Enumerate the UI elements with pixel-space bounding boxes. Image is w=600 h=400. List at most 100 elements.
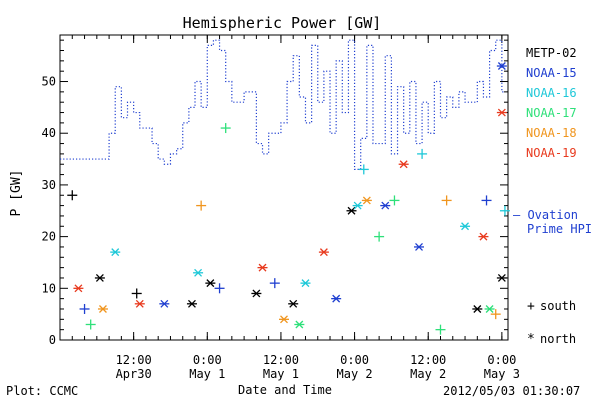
marker-stroke [399,160,408,169]
south-marker [214,283,225,294]
legend-north-marker: * [527,332,535,347]
y-axis: 0 10 20 30 40 50 [42,39,508,347]
north-marker [73,284,84,293]
north-marker [110,248,121,257]
marker-stroke [473,305,482,313]
north-marker [472,305,483,313]
south-marker [441,195,452,206]
marker-stroke [135,299,144,308]
marker-stroke [347,206,356,215]
south-marker [196,200,207,211]
north-marker [94,274,105,282]
y-tick-label: 0 [49,333,56,347]
south-marker [131,288,142,299]
marker-stroke [280,315,288,324]
north-marker [352,201,363,210]
marker-stroke [252,289,261,298]
x-tick-time-label: 0:00 [193,353,222,367]
north-marker [380,201,391,210]
south-marker [417,148,428,159]
north-marker [496,108,507,117]
south-marker [358,164,369,175]
north-marker [251,289,262,298]
north-marker [205,279,216,288]
legend-south-marker: + [527,299,535,314]
marker-stroke [95,274,104,282]
north-marker [318,248,329,257]
north-marker [134,299,145,308]
ovation-hpi-line [60,39,505,171]
south-marker [79,303,90,314]
legend-item-metp-02: METP-02 [526,46,577,60]
marker-stroke [497,274,506,282]
x-tick-date-label: May 2 [410,367,446,381]
north-marker [346,206,357,215]
x-tick-date-label: May 3 [484,367,520,381]
ovation-hpi-path [60,39,505,171]
legend-item-noaa-17: NOAA-17 [526,106,577,120]
marker-stroke [301,279,310,288]
south-marker [389,195,400,206]
north-marker [294,320,305,329]
marker-stroke [353,201,362,210]
marker-stroke [206,279,215,288]
legend-item-noaa-16: NOAA-16 [526,86,577,100]
plot-border [59,34,509,341]
y-tick-label: 50 [42,75,56,89]
north-marker [97,305,108,313]
marker-stroke [194,268,203,277]
north-marker [159,299,170,308]
marker-stroke [160,299,169,308]
north-marker [288,299,299,308]
legend-north-label: north [540,332,576,346]
marker-stroke [497,108,506,117]
north-marker [186,299,197,308]
south-marker [269,278,280,289]
legend-item-noaa-15: NOAA-15 [526,66,577,80]
south-marker [490,309,501,320]
x-tick-date-label: May 1 [189,367,225,381]
y-tick-label: 10 [42,281,56,295]
x-tick-date-label: May 1 [263,367,299,381]
north-marker [279,315,289,324]
marker-stroke [111,248,120,257]
x-tick-time-label: 12:00 [410,353,446,367]
north-marker [414,242,425,251]
north-marker [484,305,495,313]
marker-stroke [289,299,298,308]
marker-stroke [479,232,488,241]
y-tick-label: 40 [42,126,56,140]
x-tick-time-label: 12:00 [116,353,152,367]
x-tick-time-label: 0:00 [487,353,516,367]
x-axis-label: Date and Time [238,383,332,397]
y-tick-label: 30 [42,178,56,192]
legend-ovation-label-2: Prime HPI [527,222,592,236]
south-marker [67,190,78,201]
plot-source: Plot: CCMC [6,384,79,398]
x-tick-date-label: May 2 [337,367,373,381]
north-marker [496,274,507,282]
south-marker [435,324,446,335]
marker-stroke [187,299,196,308]
marker-stroke [98,305,107,313]
y-axis-label: P [GW] [9,170,24,217]
south-marker [481,195,492,206]
legend-item-noaa-19: NOAA-19 [526,146,577,160]
south-marker [374,231,385,242]
legend: METP-02 NOAA-15 NOAA-16 NOAA-17 NOAA-18 NOAA-… [513,46,592,347]
x-tick-date-label: Apr30 [116,367,152,381]
y-tick-label: 20 [42,230,56,244]
marker-stroke [319,248,328,257]
chart-title: Hemispheric Power [GW] [183,14,382,32]
marker-stroke [381,201,390,210]
north-marker [398,160,409,169]
south-marker [85,319,96,330]
north-marker [460,222,471,231]
north-marker [361,196,372,205]
legend-south-label: south [540,299,576,313]
marker-stroke [461,222,470,231]
marker-stroke [332,294,341,303]
legend-item-noaa-18: NOAA-18 [526,126,577,140]
